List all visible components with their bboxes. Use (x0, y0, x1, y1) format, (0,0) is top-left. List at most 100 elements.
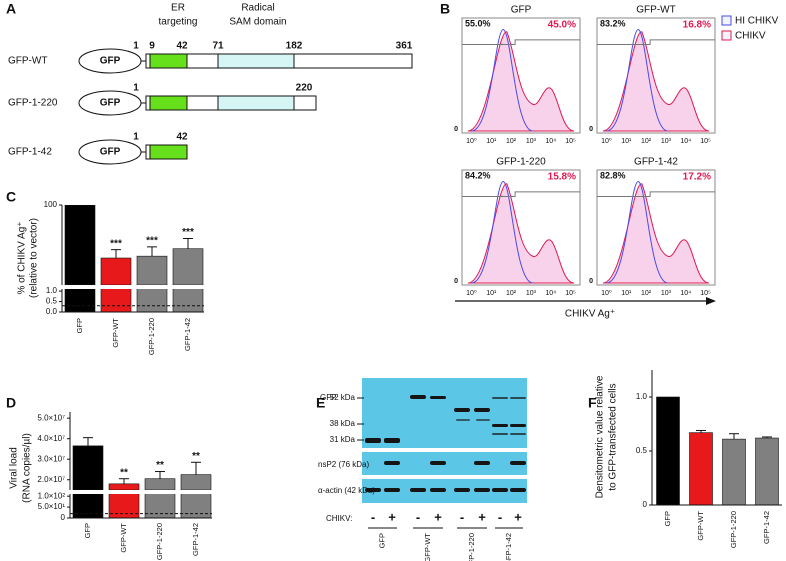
y-axis-label: Viral load (9, 447, 20, 489)
significance: ** (156, 460, 164, 471)
sam-domain (217, 95, 295, 111)
left-percent: 84.2% (465, 170, 491, 180)
x-tick-label: 10⁰ (601, 289, 612, 297)
treatment-sign: + (388, 509, 396, 524)
x-tick-label: GFP-1-220 (155, 523, 164, 560)
plot-title: GFP-1-42 (634, 157, 678, 168)
x-tick-label: 10⁰ (466, 137, 477, 145)
sam-domain (217, 53, 295, 69)
y-tick-label: 1.0 (636, 392, 648, 401)
domain-label: ER (171, 3, 185, 14)
gfp-tag (78, 90, 142, 116)
residue-number: 220 (296, 83, 313, 94)
y-tick-label: 1.0 (46, 286, 58, 295)
bar (108, 494, 140, 518)
panel-letter: E (316, 395, 325, 411)
treatment-sign: - (460, 509, 464, 524)
x-tick-label: 10⁰ (466, 289, 477, 297)
right-percent: 45.0% (548, 20, 576, 31)
x-tick-label: GFP-1-220 (729, 511, 738, 548)
construct-name: GFP-1-220 (8, 98, 58, 109)
significance: *** (110, 238, 122, 249)
bands (365, 395, 526, 492)
right-percent: 16.8% (683, 20, 711, 31)
construct-name: GFP-WT (8, 56, 47, 67)
y-tick-label: 0 (589, 278, 593, 285)
residue-number: 42 (176, 132, 188, 143)
x-tick-label: 10³ (661, 138, 672, 145)
gate (462, 39, 580, 45)
x-tick-label: 10⁴ (680, 138, 691, 145)
x-tick-label: 10² (506, 290, 517, 297)
x-tick-label: 10⁰ (601, 137, 612, 145)
blot-row-label: GFP (320, 393, 336, 402)
domain-label: SAM domain (229, 17, 286, 28)
x-tick-label: 10¹ (486, 290, 497, 297)
gate (597, 39, 715, 45)
bar (722, 438, 746, 505)
error-bar (119, 478, 129, 484)
x-tick-label: 10² (641, 290, 652, 297)
x-tick-label: GFP-WT (696, 511, 705, 541)
y-tick-label: 4.0×10⁷ (37, 434, 65, 443)
residue-number: 1 (133, 132, 139, 143)
bar (100, 289, 132, 312)
hi-chikv-histogram (471, 180, 533, 284)
bar (108, 483, 140, 490)
right-percent: 17.2% (683, 172, 711, 183)
x-tick-label: 10³ (661, 290, 672, 297)
x-tick-label: 10³ (526, 290, 537, 297)
arrow-head (706, 297, 716, 305)
residue-number: 71 (212, 41, 224, 52)
left-percent: 83.2% (600, 18, 626, 28)
lane-label: GFP-WT (423, 533, 432, 561)
bar (172, 248, 204, 285)
error-bar (155, 471, 165, 479)
x-tick-label: 10¹ (621, 138, 632, 145)
residue-number: 42 (176, 41, 188, 52)
treatment-sign: + (514, 509, 522, 524)
hi-chikv-histogram (606, 28, 668, 132)
error-bar (696, 429, 706, 433)
error-bar (111, 249, 121, 259)
y-tick-label: 0 (643, 500, 648, 509)
significance: ** (120, 467, 128, 478)
blot-row-label: α-actin (42 kDa) (318, 486, 375, 495)
y-tick-label: 0 (454, 278, 458, 285)
gfp-tag-label: GFP (100, 98, 121, 109)
er-domain (149, 95, 188, 111)
blot (357, 378, 527, 503)
y-axis-label: (relative to vector) (29, 218, 40, 298)
lane-label: GFP (377, 533, 386, 548)
bar (755, 437, 779, 505)
treatment-sign: - (416, 509, 420, 524)
bar (64, 205, 96, 285)
x-tick-label: GFP-1-220 (147, 318, 156, 355)
x-tick-label: 10⁴ (680, 290, 691, 297)
lane-label: GFP-1-220 (467, 533, 476, 561)
y-tick-label: 0 (61, 513, 66, 522)
treatment-sign: + (434, 509, 442, 524)
marker-label: 52 kDa (330, 393, 356, 402)
y-tick-label: 0 (589, 126, 593, 133)
y-tick-label: 0.0 (46, 307, 58, 316)
x-tick-label: 10⁵ (700, 290, 711, 297)
panel-letter: F (588, 395, 597, 411)
bar (100, 257, 132, 285)
treatment-sign: + (478, 509, 486, 524)
error-bar (183, 237, 193, 249)
gfp-tag (78, 139, 142, 165)
y-axis-label: Densitometric value relative (595, 375, 606, 498)
bar (656, 396, 680, 505)
legend-swatch (721, 15, 732, 26)
legend-label: HI CHIKV (735, 16, 779, 27)
y-axis-label: (RNA copies/µl) (22, 433, 33, 503)
right-percent: 15.8% (548, 172, 576, 183)
left-percent: 55.0% (465, 18, 491, 28)
y-tick-label: 2.0×10⁷ (37, 475, 65, 484)
bar (689, 432, 713, 505)
x-tick-label: GFP (83, 523, 92, 538)
x-tick-label: GFP-WT (111, 318, 120, 348)
x-tick-label: 10⁵ (565, 138, 576, 145)
x-tick-label: 10¹ (621, 290, 632, 297)
